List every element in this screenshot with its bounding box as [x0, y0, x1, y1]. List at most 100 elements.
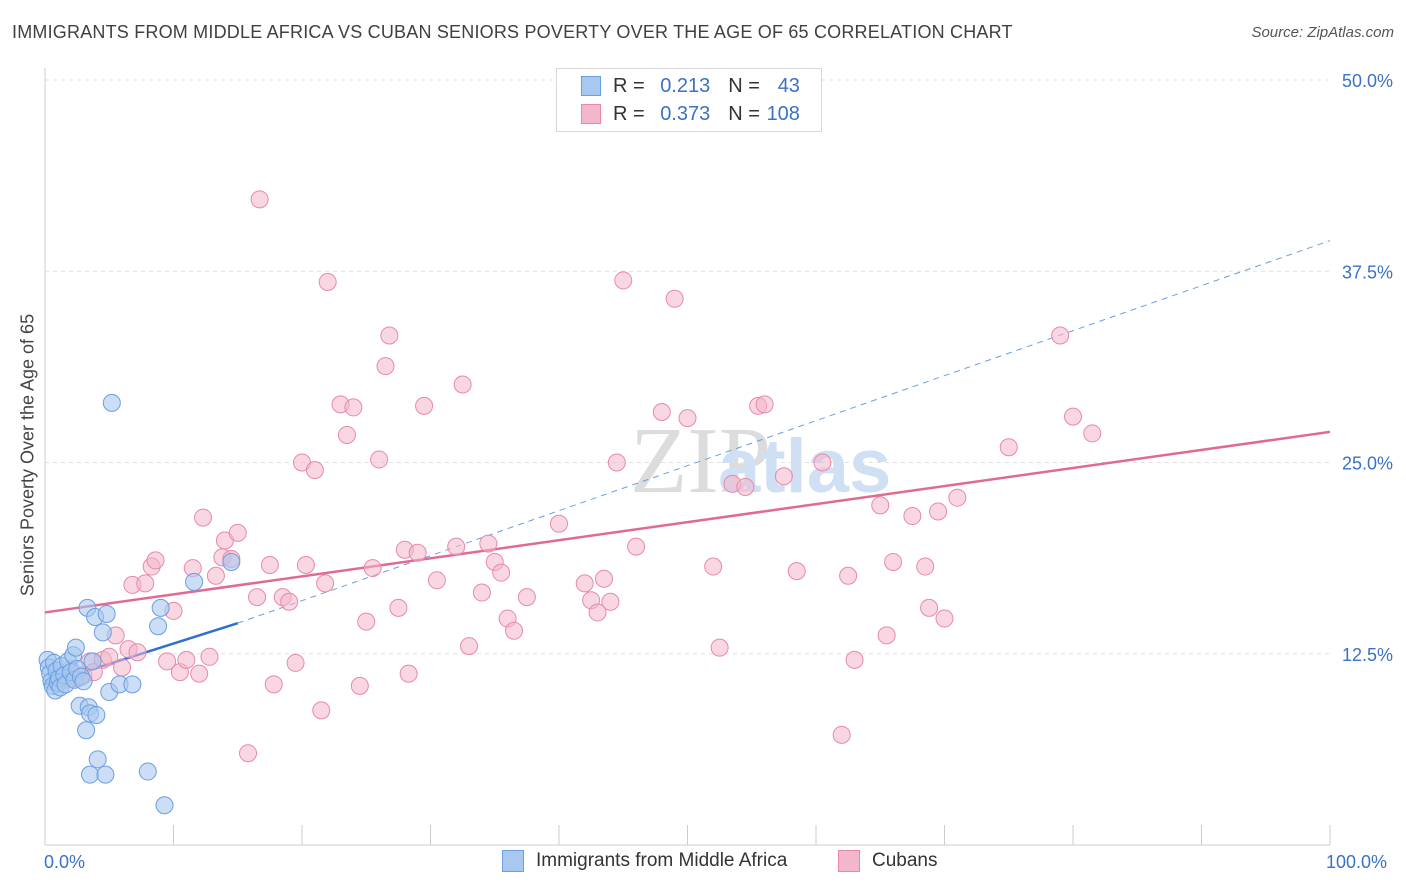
y-tick-label: 37.5% [1342, 262, 1393, 282]
middle-africa-point [138, 762, 157, 781]
bottom-legend-label: Immigrants from Middle Africa [536, 850, 788, 871]
middle-africa-point [149, 617, 168, 636]
cubans-point [228, 523, 247, 542]
cubans-point [665, 289, 684, 308]
cubans-point [832, 725, 851, 744]
cubans-point [517, 588, 536, 607]
cubans-point [399, 664, 418, 683]
middle-africa-point [87, 705, 106, 724]
cubans-point [627, 537, 646, 556]
cubans-point [903, 507, 922, 526]
cubans-point [550, 514, 568, 533]
middle-africa-point [88, 750, 107, 769]
cubans-point [607, 453, 626, 472]
middle-africa-point [222, 552, 241, 571]
cubans-point [136, 574, 155, 593]
cubans-point [158, 652, 177, 671]
cubans-point [920, 598, 939, 617]
cubans-point [264, 675, 283, 694]
legend-row-cubans: R = 0.373 N = 108 [581, 101, 800, 127]
cubans-point [614, 271, 633, 290]
legend-swatch-blue [581, 76, 601, 96]
middle-africa-point [83, 652, 102, 671]
y-tick-labels: 12.5% 25.0% 37.5% 50.0% [1342, 71, 1393, 665]
cubans-point [916, 557, 935, 576]
axes [44, 68, 1331, 846]
middle-africa-point [185, 572, 204, 591]
cubans-point [260, 556, 279, 575]
legend-n-label: N = [728, 74, 760, 97]
middle-africa-points [38, 393, 241, 815]
watermark: ZIP atlas [630, 409, 891, 513]
cubans-point [344, 398, 363, 417]
cubans-point [190, 664, 209, 683]
middle-africa-point [77, 721, 96, 740]
cubans-point [408, 543, 427, 562]
cubans-point [113, 658, 132, 677]
legend-n-value: 108 [766, 102, 800, 125]
cubans-point [206, 566, 225, 585]
legend-box: R = 0.213 N = 43 R = 0.373 N = 108 [556, 68, 822, 132]
middle-africa-point [66, 638, 85, 657]
cubans-point [460, 637, 479, 656]
bottom-legend-swatch-pink [838, 850, 860, 872]
cubans-point [350, 676, 369, 695]
middle-africa-point [102, 393, 121, 412]
middle-africa-point [96, 765, 115, 784]
legend-r-label: R = [613, 74, 645, 97]
cubans-point [316, 574, 335, 593]
cubans-point [999, 438, 1018, 457]
x-tick-right: 100.0% [1326, 852, 1388, 872]
cubans-point [575, 574, 594, 593]
y-tick-label: 12.5% [1342, 645, 1393, 665]
middle-africa-point [123, 675, 142, 694]
cubans-point [318, 272, 337, 291]
cubans-point [588, 603, 607, 622]
middle-africa-point [151, 598, 170, 617]
y-axis-label: Seniors Poverty Over the Age of 65 [17, 313, 38, 597]
legend-n-label: N = [728, 102, 760, 125]
cubans-point [100, 647, 119, 666]
cubans-point [839, 566, 858, 585]
cubans-point [704, 557, 723, 576]
cubans-point [248, 588, 267, 607]
legend-swatch-pink [581, 104, 601, 124]
cubans-point [380, 326, 399, 345]
cubans-point [787, 562, 806, 581]
source-label: Source: ZipAtlas.com [1251, 24, 1394, 41]
cubans-point [479, 534, 498, 553]
y-tick-label: 50.0% [1342, 71, 1393, 91]
cubans-point [845, 650, 864, 669]
x-tick-left: 0.0% [44, 852, 86, 872]
cubans-point [1064, 407, 1082, 426]
legend-r-value: 0.213 [660, 74, 711, 97]
cubans-point [755, 395, 774, 414]
cubans-point [200, 647, 219, 666]
y-tick-label: 25.0% [1342, 454, 1393, 474]
cubans-point [415, 396, 434, 415]
cubans-point [146, 551, 165, 570]
cubans-point [472, 583, 491, 602]
cubans-point [948, 488, 967, 507]
cubans-point [678, 409, 697, 428]
bottom-legend-label: Cubans [872, 850, 938, 871]
legend-n-value: 43 [777, 74, 800, 97]
cubans-point [935, 609, 954, 628]
cubans-point [492, 563, 511, 582]
cubans-point [280, 592, 299, 611]
cubans-point [1051, 326, 1070, 345]
cubans-point [389, 598, 408, 617]
cubans-point [250, 190, 269, 209]
cubans-point [601, 592, 620, 611]
cubans-point [736, 477, 755, 496]
middle-africa-point [97, 604, 116, 623]
cubans-point [312, 701, 331, 720]
middle-africa-point [80, 765, 99, 784]
cubans-point [929, 502, 948, 521]
cubans-point [652, 403, 671, 422]
cubans-point [363, 559, 382, 578]
cubans-point [177, 650, 196, 669]
chart-title: IMMIGRANTS FROM MIDDLE AFRICA VS CUBAN S… [12, 22, 1013, 42]
cubans-point [370, 450, 389, 469]
cubans-point [710, 638, 729, 657]
